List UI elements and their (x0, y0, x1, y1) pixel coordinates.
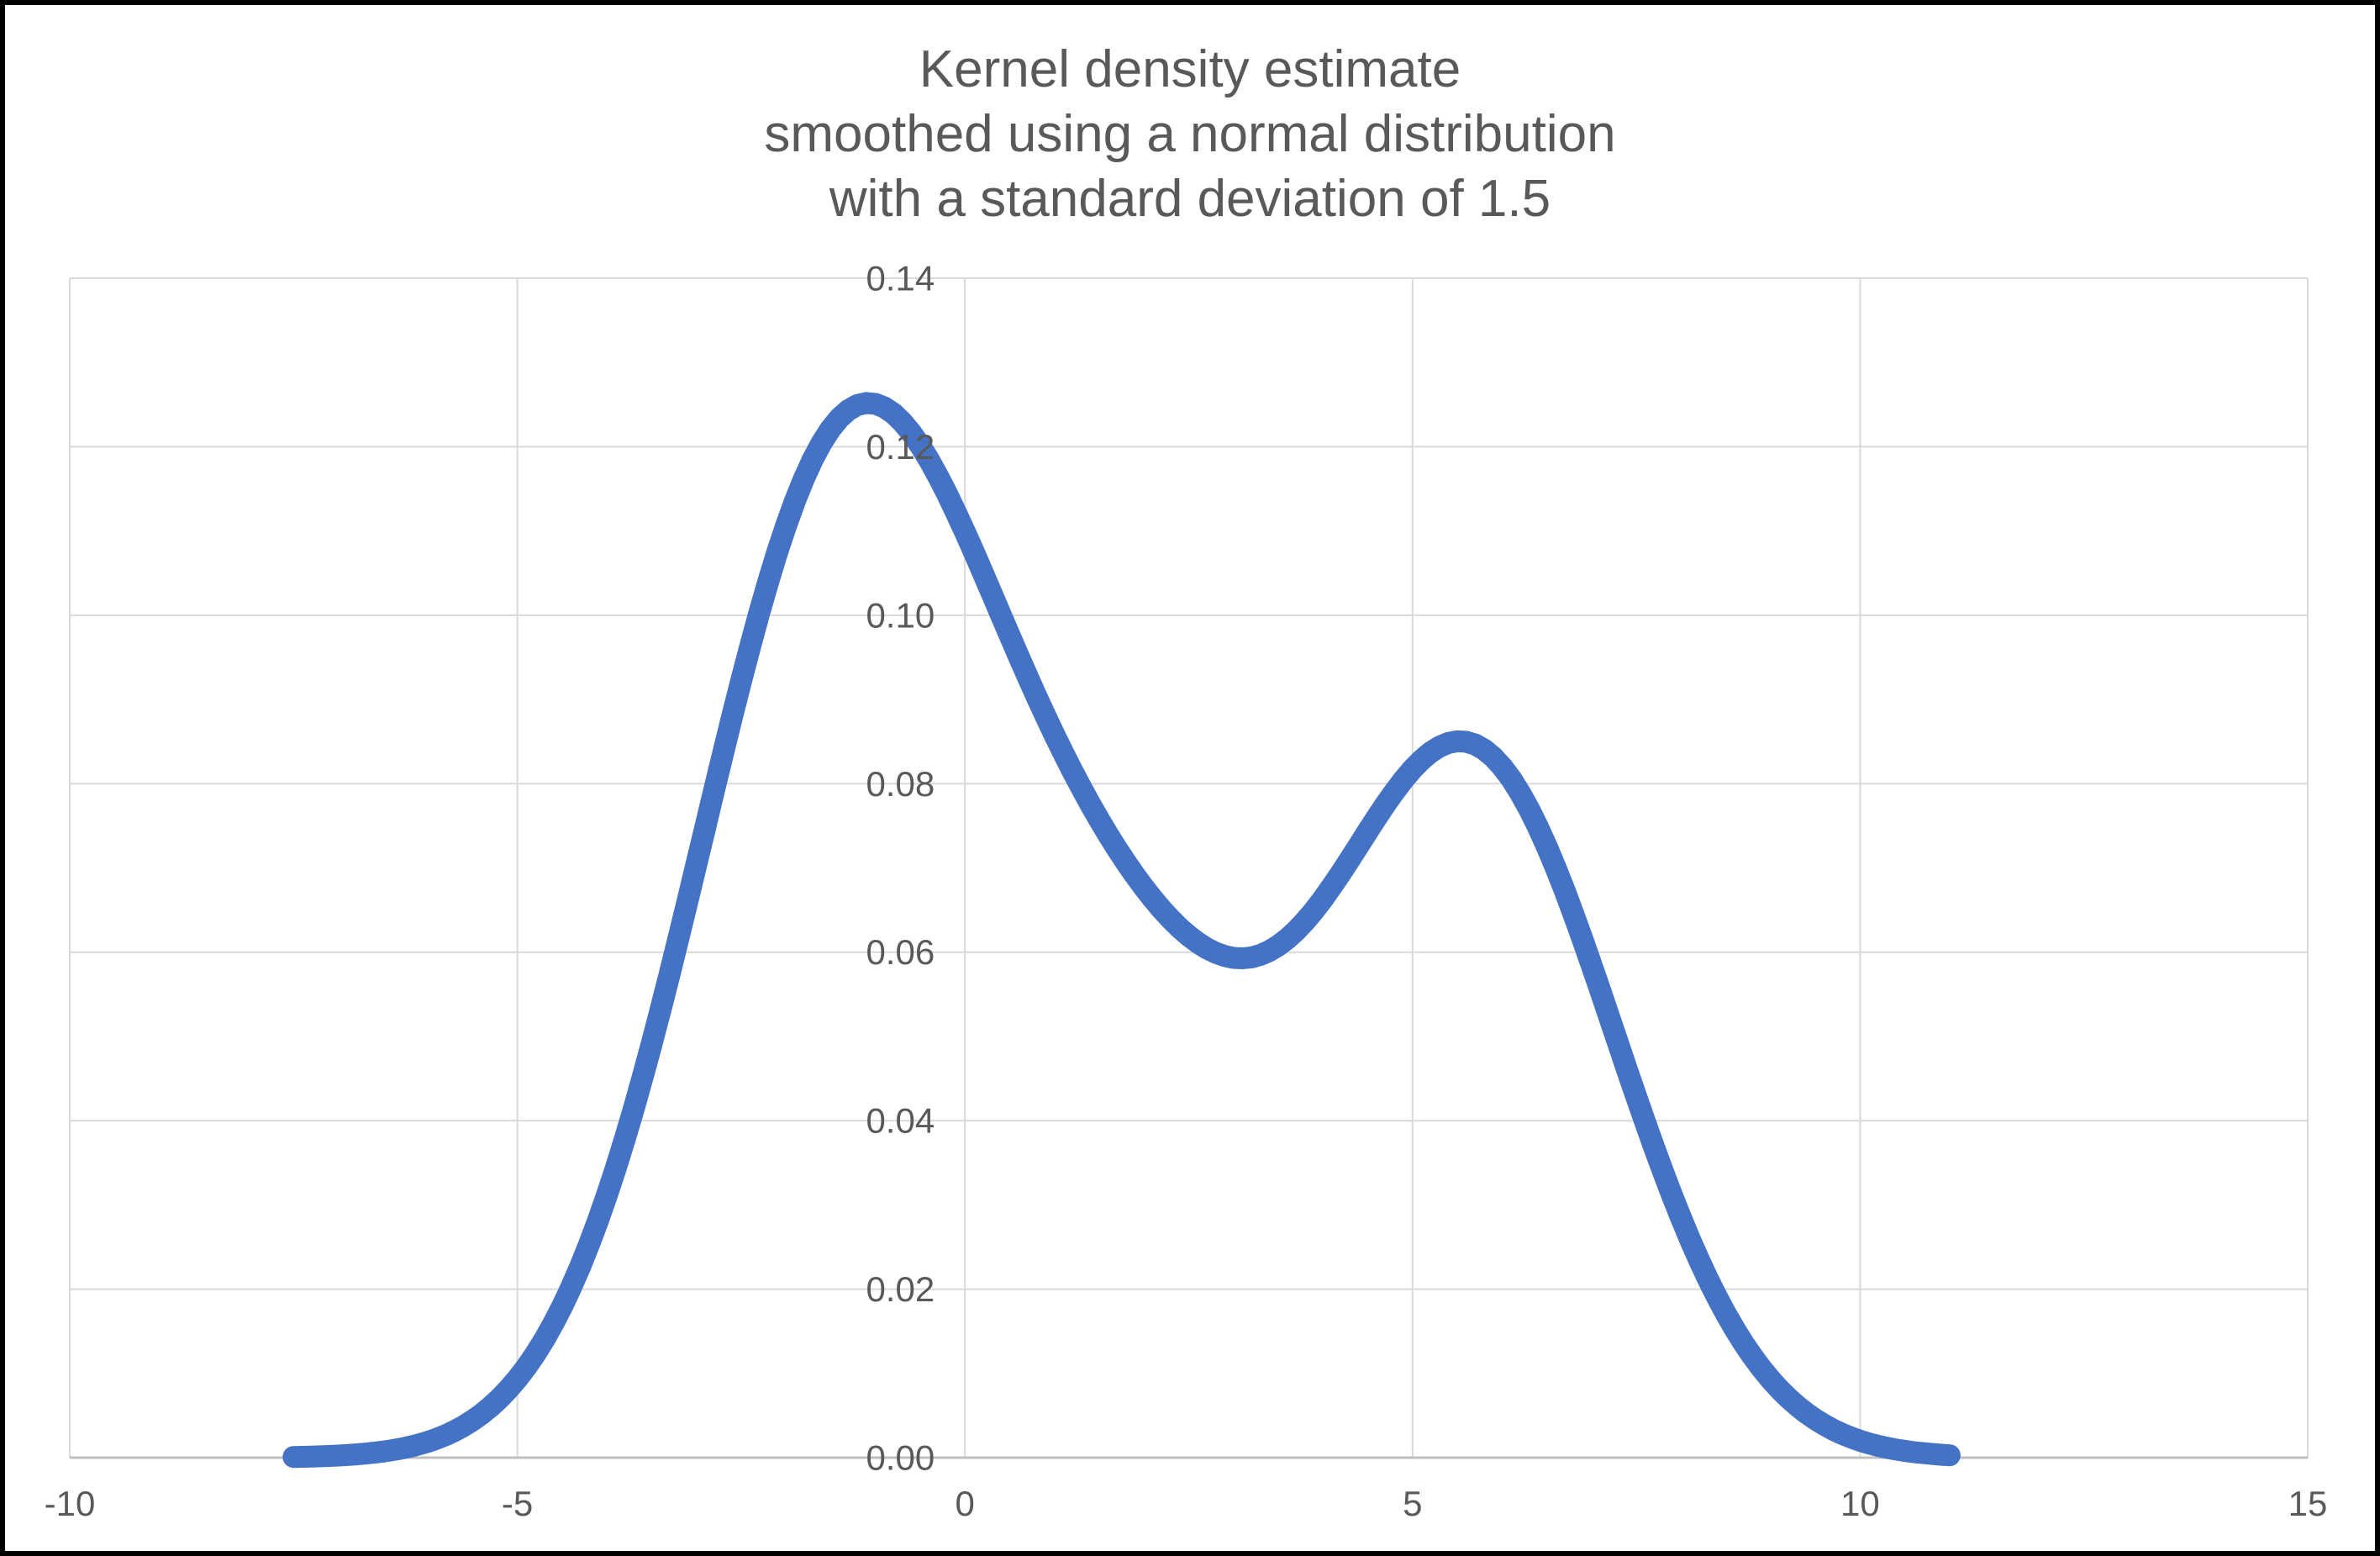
x-tick-label: 10 (1840, 1484, 1880, 1523)
y-tick-label: 0.02 (866, 1269, 935, 1309)
y-tick-label: 0.14 (866, 259, 935, 298)
y-tick-label: 0.10 (866, 595, 935, 635)
y-tick-label: 0.04 (866, 1101, 935, 1141)
kde-curve (282, 392, 1961, 1469)
x-tick-label: -10 (45, 1484, 96, 1523)
x-tick-label: 0 (956, 1484, 975, 1523)
chart-title-line-2: smoothed using a normal distribution (764, 105, 1616, 163)
y-tick-label: 0.12 (866, 427, 935, 467)
y-tick-label: 0.00 (866, 1438, 935, 1478)
y-tick-label: 0.08 (866, 764, 935, 804)
x-tick-label: -5 (502, 1484, 533, 1523)
x-tick-label: 5 (1403, 1484, 1422, 1523)
chart-title: Kernel density estimate smoothed using a… (0, 37, 2380, 231)
y-tick-label: 0.06 (866, 932, 935, 972)
x-tick-label: 15 (2288, 1484, 2328, 1523)
chart-title-line-1: Kernel density estimate (919, 40, 1461, 98)
chart-title-line-3: with a standard deviation of 1.5 (829, 170, 1551, 228)
